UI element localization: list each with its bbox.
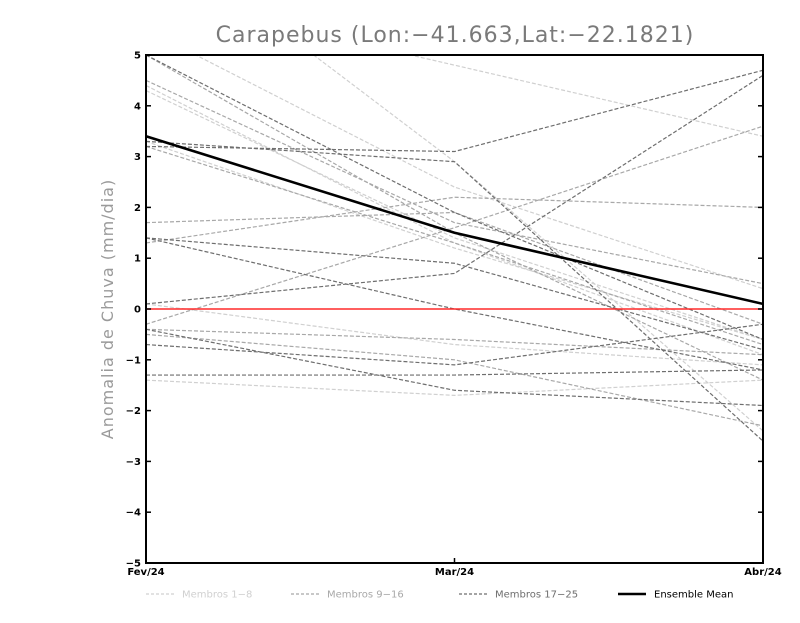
y-tick-label: 5	[134, 51, 141, 62]
member-line-g2-2	[146, 211, 763, 325]
y-tick-label: 4	[134, 101, 141, 112]
y-axis: −5 −4 −3 −2 −1 0 1 2 3 4 5	[126, 51, 763, 570]
y-axis-label: Anomalia de Chuva (mm/dia)	[98, 179, 117, 439]
member-line-g1-6	[312, 55, 763, 432]
y-tick-label: 2	[134, 203, 141, 214]
member-line-g3-6	[146, 55, 763, 341]
member-line-g2-7	[146, 55, 763, 381]
member-line-g1-3	[146, 90, 763, 341]
legend-label: Membros 1−8	[182, 590, 252, 601]
ensemble-mean-line	[146, 135, 763, 306]
y-tick-label: 3	[134, 152, 141, 163]
member-line-g3-1	[146, 69, 763, 153]
member-line-g3-7	[146, 237, 763, 371]
y-tick-label: −5	[126, 559, 141, 570]
member-line-g1-2	[146, 379, 763, 396]
ensemble-mean-group	[146, 135, 763, 306]
member-line-g1-4	[407, 55, 763, 137]
member-line-g3-5	[146, 369, 763, 376]
legend-label: Membros 17−25	[495, 590, 578, 601]
y-tick-label: −4	[126, 508, 141, 519]
x-axis: Fev/24 Mar/24 Abr/24	[127, 558, 782, 578]
y-tick-label: 0	[134, 305, 141, 316]
legend: Membros 1−8 Membros 9−16 Membros 17−25 Ense…	[146, 590, 733, 601]
member-line-g3-4	[146, 323, 763, 366]
member-line-g3-9	[146, 140, 763, 442]
x-tick-label: Abr/24	[744, 567, 781, 578]
member-lines	[146, 55, 763, 442]
member-line-g3-2	[146, 74, 763, 305]
member-line-g1-8	[194, 55, 763, 290]
member-line-g2-8	[146, 333, 763, 427]
y-tick-label: 1	[134, 254, 141, 265]
member-line-g2-3	[146, 196, 763, 244]
chart-title: Carapebus (Lon:−41.663,Lat:−22.1821)	[216, 23, 695, 48]
x-tick-label: Fev/24	[127, 567, 164, 578]
member-line-g1-1	[146, 84, 763, 356]
y-tick-label: −3	[126, 457, 141, 468]
x-tick-label: Mar/24	[435, 567, 474, 578]
y-tick-label: −1	[126, 355, 141, 366]
legend-label: Ensemble Mean	[654, 590, 733, 601]
member-line-g2-4	[146, 328, 763, 356]
member-line-g3-8	[146, 328, 763, 407]
legend-label: Membros 9−16	[327, 590, 404, 601]
y-tick-label: −2	[126, 406, 141, 417]
member-line-g3-3	[146, 237, 763, 351]
member-line-g2-1	[146, 79, 763, 285]
member-line-g1-7	[146, 303, 763, 366]
